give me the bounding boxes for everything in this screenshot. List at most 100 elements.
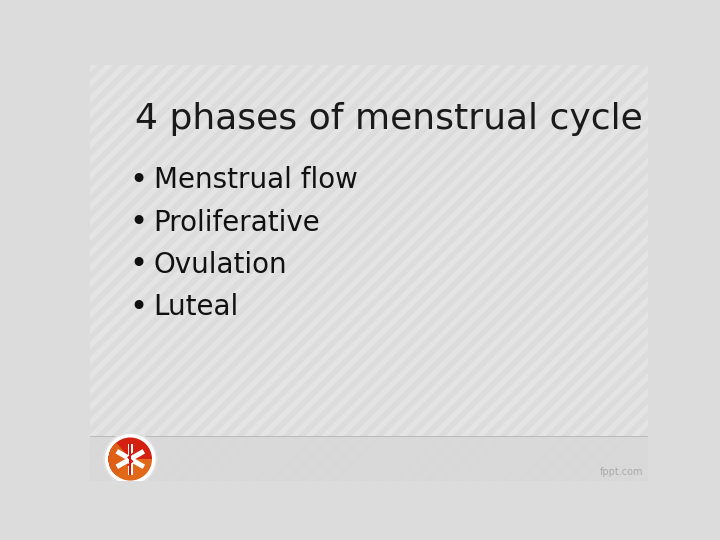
Polygon shape (0, 65, 284, 481)
Polygon shape (0, 65, 191, 481)
Bar (90, 436, 648, 437)
Polygon shape (137, 65, 563, 481)
Polygon shape (369, 65, 720, 481)
Circle shape (104, 433, 157, 485)
Text: Luteal: Luteal (153, 293, 239, 321)
Polygon shape (0, 65, 113, 481)
Text: Ovulation: Ovulation (153, 251, 287, 279)
Polygon shape (632, 65, 720, 481)
Wedge shape (109, 451, 130, 467)
Polygon shape (74, 65, 500, 481)
Polygon shape (245, 65, 671, 481)
Polygon shape (276, 65, 702, 481)
Wedge shape (109, 448, 130, 470)
Polygon shape (261, 65, 687, 481)
Polygon shape (183, 65, 609, 481)
Text: •: • (129, 293, 147, 322)
Polygon shape (524, 65, 720, 481)
Polygon shape (0, 65, 67, 481)
Polygon shape (0, 65, 20, 481)
Text: •: • (129, 208, 147, 237)
Polygon shape (555, 65, 720, 481)
Polygon shape (384, 65, 720, 481)
Polygon shape (0, 65, 300, 481)
Polygon shape (354, 65, 720, 481)
Polygon shape (338, 65, 720, 481)
Polygon shape (0, 65, 222, 481)
Polygon shape (292, 65, 718, 481)
Polygon shape (0, 65, 5, 481)
Polygon shape (152, 65, 578, 481)
Polygon shape (400, 65, 720, 481)
Polygon shape (0, 65, 51, 481)
Polygon shape (508, 65, 720, 481)
Polygon shape (539, 65, 720, 481)
Bar (90, 436, 648, 481)
Polygon shape (106, 65, 532, 481)
Polygon shape (12, 65, 438, 481)
Text: fppt.com: fppt.com (600, 467, 644, 477)
Polygon shape (586, 65, 720, 481)
Text: •: • (129, 251, 147, 280)
Polygon shape (0, 65, 98, 481)
Polygon shape (0, 65, 175, 481)
Polygon shape (90, 65, 516, 481)
Text: Proliferative: Proliferative (153, 208, 320, 237)
Polygon shape (0, 65, 36, 481)
Wedge shape (109, 445, 130, 473)
Polygon shape (431, 65, 720, 481)
Polygon shape (695, 65, 720, 481)
Polygon shape (230, 65, 656, 481)
Polygon shape (0, 65, 82, 481)
Polygon shape (214, 65, 640, 481)
Polygon shape (307, 65, 720, 481)
Polygon shape (493, 65, 720, 481)
Polygon shape (0, 65, 377, 481)
Polygon shape (0, 65, 160, 481)
Wedge shape (109, 437, 152, 459)
Text: Menstrual flow: Menstrual flow (153, 166, 357, 194)
Text: 4 phases of menstrual cycle: 4 phases of menstrual cycle (135, 102, 643, 136)
Polygon shape (664, 65, 720, 481)
Polygon shape (462, 65, 720, 481)
Polygon shape (323, 65, 720, 481)
Wedge shape (109, 444, 130, 474)
Polygon shape (0, 65, 144, 481)
Polygon shape (0, 65, 206, 481)
Polygon shape (648, 65, 720, 481)
Polygon shape (121, 65, 547, 481)
Polygon shape (0, 65, 346, 481)
Polygon shape (0, 65, 330, 481)
Polygon shape (477, 65, 720, 481)
Wedge shape (109, 450, 130, 468)
Polygon shape (446, 65, 720, 481)
Polygon shape (679, 65, 720, 481)
Polygon shape (601, 65, 720, 481)
Polygon shape (0, 65, 408, 481)
Polygon shape (59, 65, 485, 481)
Polygon shape (0, 65, 315, 481)
Polygon shape (0, 65, 269, 481)
Polygon shape (570, 65, 720, 481)
Polygon shape (43, 65, 469, 481)
Polygon shape (0, 65, 392, 481)
Polygon shape (115, 449, 145, 469)
Polygon shape (0, 65, 238, 481)
Polygon shape (128, 443, 132, 475)
Polygon shape (0, 65, 423, 481)
Polygon shape (617, 65, 720, 481)
Wedge shape (109, 442, 130, 476)
Polygon shape (0, 65, 129, 481)
Wedge shape (109, 447, 130, 471)
Polygon shape (415, 65, 720, 481)
Polygon shape (199, 65, 625, 481)
Wedge shape (109, 454, 130, 464)
Polygon shape (168, 65, 594, 481)
Wedge shape (109, 459, 152, 481)
Polygon shape (115, 449, 145, 469)
Text: •: • (129, 166, 147, 195)
Polygon shape (0, 65, 361, 481)
Polygon shape (0, 65, 253, 481)
Polygon shape (28, 65, 454, 481)
Polygon shape (710, 65, 720, 481)
